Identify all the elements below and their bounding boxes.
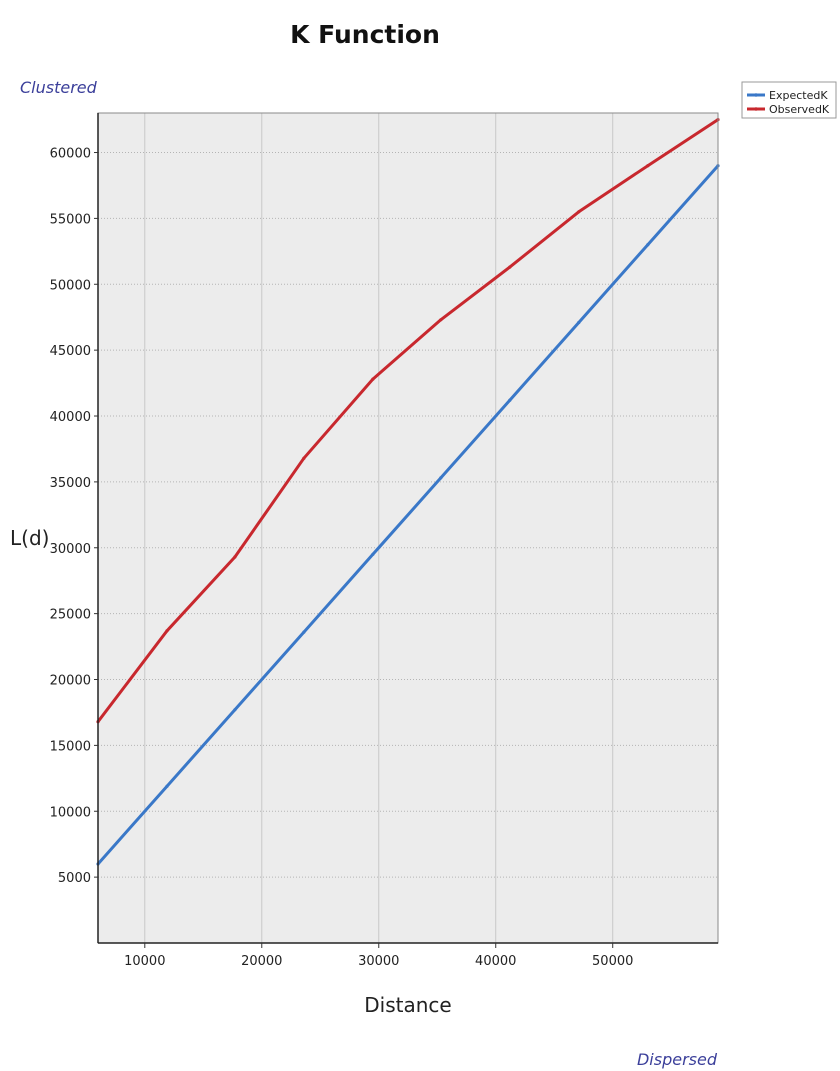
y-tick-label: 30000 — [50, 542, 91, 557]
y-tick-label: 5000 — [58, 871, 91, 886]
legend-label-ExpectedK: ExpectedK — [769, 89, 828, 102]
data-point-ExpectedK — [233, 708, 237, 712]
data-point-ObservedK — [371, 377, 375, 381]
y-tick-label: 10000 — [50, 805, 91, 820]
x-tick-label: 50000 — [592, 954, 633, 969]
data-point-ObservedK — [165, 629, 169, 633]
data-point-ExpectedK — [165, 784, 169, 788]
series-line-ObservedK — [96, 118, 719, 723]
data-point-ExpectedK — [439, 476, 443, 480]
x-tick-label: 10000 — [124, 954, 165, 969]
data-point-ObservedK — [233, 555, 237, 559]
y-tick-label: 35000 — [50, 476, 91, 491]
y-tick-label: 20000 — [50, 674, 91, 689]
clustered-annotation: Clustered — [20, 78, 98, 97]
legend-box — [741, 81, 837, 119]
dispersed-annotation: Dispersed — [637, 1050, 718, 1069]
x-tick-label: 30000 — [358, 954, 399, 969]
y-tick-label: 60000 — [50, 147, 91, 162]
y-tick-label: 15000 — [50, 739, 91, 754]
x-tick-label: 20000 — [241, 954, 282, 969]
y-axis-label: L(d) — [10, 526, 49, 550]
x-tick-labels: 10000 20000 30000 40000 50000 — [124, 943, 633, 969]
x-axis-label: Distance — [364, 993, 451, 1017]
data-point-ObservedK — [302, 456, 306, 460]
data-point-ExpectedK — [508, 398, 512, 402]
data-point-ObservedK — [508, 265, 512, 269]
y-tick-label: 40000 — [50, 410, 91, 425]
series-line-ExpectedK — [96, 164, 720, 865]
data-point-ExpectedK — [577, 320, 581, 325]
y-tick-labels: 5000 10000 15000 20000 25000 30000 35000 40000 4… — [50, 147, 98, 886]
legend-marker-ObservedK — [754, 107, 758, 111]
data-point-ExpectedK — [371, 552, 375, 556]
data-point-ObservedK — [577, 210, 581, 214]
y-tick-label: 45000 — [50, 344, 91, 359]
series-layer — [96, 118, 720, 866]
data-point-ObservedK — [439, 318, 443, 322]
y-tick-label: 25000 — [50, 608, 91, 623]
plot-area — [98, 113, 718, 943]
x-tick-label: 40000 — [475, 954, 516, 969]
chart-title: K Function — [290, 20, 440, 49]
y-tick-label: 50000 — [50, 278, 91, 293]
data-point-ExpectedK — [646, 243, 650, 247]
legend-marker-ExpectedK — [754, 93, 758, 97]
legend-label-ObservedK: ObservedK — [769, 103, 830, 116]
data-point-ExpectedK — [302, 630, 306, 634]
y-tick-label: 55000 — [50, 212, 91, 227]
data-point-ObservedK — [646, 164, 650, 168]
